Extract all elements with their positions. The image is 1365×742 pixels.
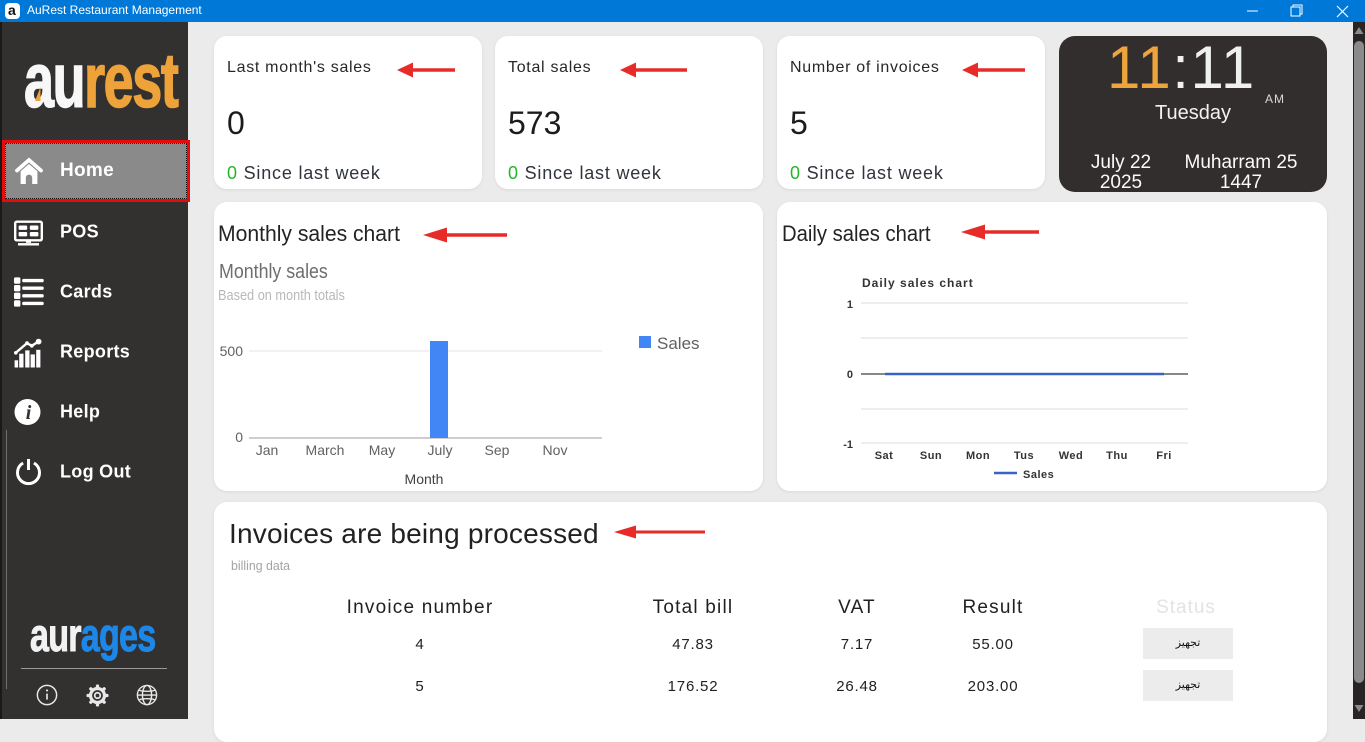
svg-text:0: 0 <box>235 429 243 445</box>
svg-text:Wed: Wed <box>1059 450 1084 462</box>
svg-text:Sun: Sun <box>920 450 942 462</box>
svg-text:1: 1 <box>847 299 853 311</box>
svg-text:Tus: Tus <box>1014 450 1034 462</box>
svg-text:Thu: Thu <box>1106 450 1128 462</box>
svg-text:500: 500 <box>220 343 244 359</box>
svg-text:May: May <box>369 442 395 458</box>
svg-text:i: i <box>26 402 32 424</box>
svg-text:July: July <box>428 442 453 458</box>
svg-text:Daily sales chart: Daily sales chart <box>862 276 974 290</box>
svg-text:Sep: Sep <box>485 442 510 458</box>
svg-text:-1: -1 <box>843 439 853 451</box>
svg-text:Sat: Sat <box>875 450 894 462</box>
svg-text:Sales: Sales <box>1023 469 1054 481</box>
svg-text:Nov: Nov <box>543 442 568 458</box>
svg-text:Fri: Fri <box>1156 450 1172 462</box>
svg-text:Month: Month <box>405 471 444 487</box>
svg-text:0: 0 <box>847 369 853 381</box>
svg-text:March: March <box>306 442 345 458</box>
svg-text:Sales: Sales <box>657 334 700 353</box>
svg-text:Jan: Jan <box>256 442 279 458</box>
svg-text:Mon: Mon <box>966 450 990 462</box>
